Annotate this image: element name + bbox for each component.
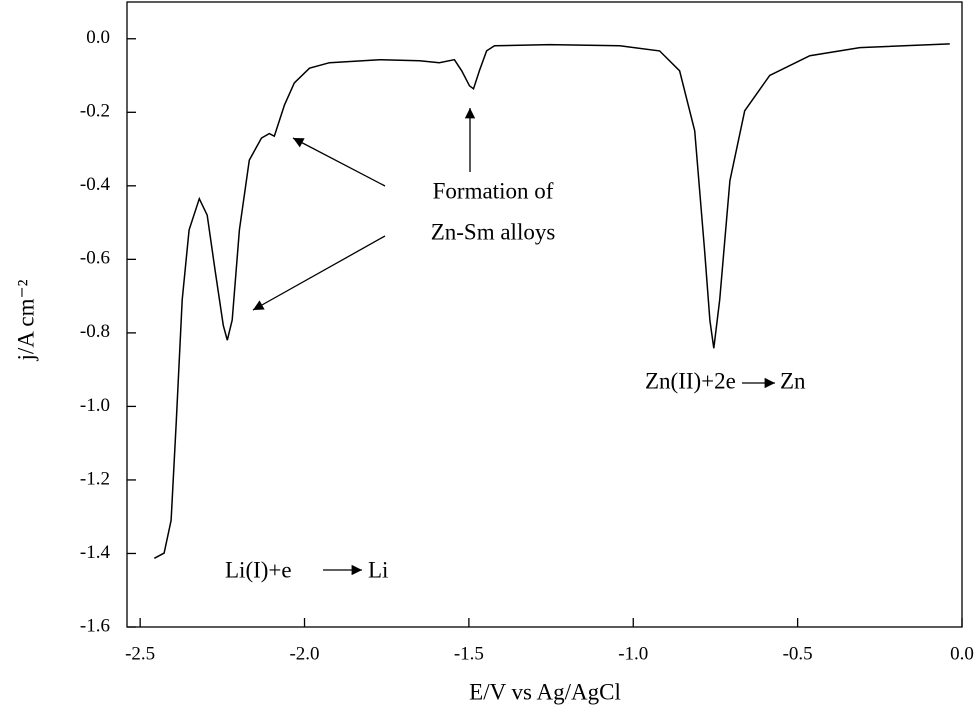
- y-tick-label: -1.0: [80, 395, 110, 416]
- x-tick-label: -2.5: [125, 643, 155, 664]
- plot-frame: [126, 1, 963, 628]
- x-tick-label: -0.5: [783, 643, 813, 664]
- annotation: Zn: [780, 368, 806, 393]
- x-tick-label: -1.5: [454, 643, 484, 664]
- y-axis-title: j/A cm⁻²: [13, 279, 38, 361]
- annotation: Zn-Sm alloys: [431, 219, 556, 244]
- y-tick-label: -1.2: [80, 468, 110, 489]
- y-tick-label: -1.6: [80, 615, 110, 636]
- data-line: [153, 43, 950, 559]
- y-tick-label: -0.8: [80, 321, 110, 342]
- x-tick-label: -1.0: [618, 643, 648, 664]
- annotation: Li(I)+e: [225, 557, 292, 582]
- annotation: Zn(II)+2e: [645, 368, 736, 393]
- y-tick-label: -1.4: [80, 542, 111, 563]
- y-tick-label: 0.0: [86, 27, 110, 48]
- arrow: [292, 137, 386, 187]
- annotation: Formation of: [433, 178, 554, 203]
- y-tick-label: -0.2: [80, 101, 110, 122]
- y-tick-label: -0.6: [80, 248, 110, 269]
- annotation: Li: [368, 557, 388, 582]
- x-axis-title: E/V vs Ag/AgCl: [469, 679, 621, 704]
- x-tick-label: -2.0: [289, 643, 319, 664]
- x-tick-label: 0.0: [950, 643, 974, 664]
- y-tick-label: -0.4: [80, 174, 111, 195]
- arrow: [252, 235, 386, 311]
